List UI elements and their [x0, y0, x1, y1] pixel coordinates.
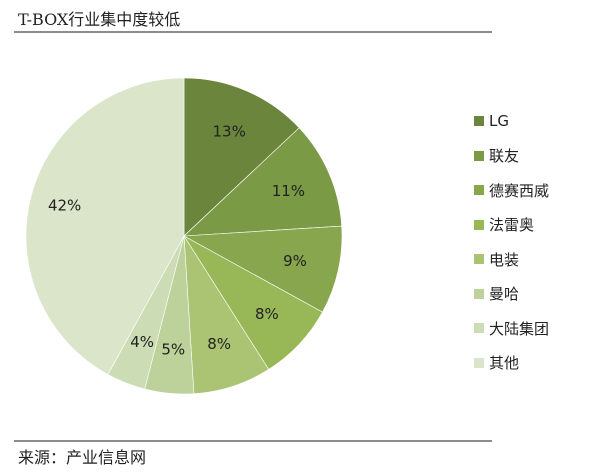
legend-label: 大陆集团	[489, 319, 550, 338]
legend-item: LG	[474, 104, 549, 139]
legend-label: 其他	[489, 354, 520, 373]
legend-label: 曼哈	[489, 285, 520, 304]
legend-item: 联友	[474, 139, 549, 174]
legend: LG 联友德赛西威法雷奥电装曼哈大陆集团其他	[474, 104, 549, 380]
slice-label: 8%	[207, 335, 231, 353]
legend-label: 联友	[489, 147, 520, 166]
legend-label: 法雷奥	[489, 216, 535, 235]
slice-label: 11%	[272, 182, 305, 200]
slice-label: 42%	[48, 196, 81, 214]
legend-item: 德赛西威	[474, 173, 549, 208]
legend-swatch-icon	[474, 150, 484, 161]
slice-label: 13%	[213, 123, 246, 141]
source-divider	[14, 440, 492, 442]
pie-slice	[183, 77, 300, 237]
legend-item: 其他	[474, 346, 549, 381]
chart-title: T-BOX行业集中度较低	[18, 10, 181, 29]
legend-swatch-icon	[474, 323, 484, 334]
pie-slice	[182, 225, 343, 313]
slice-label: 8%	[255, 305, 279, 323]
legend-item: 法雷奥	[474, 208, 549, 243]
legend-swatch-icon	[474, 357, 484, 368]
legend-label: LG	[489, 112, 509, 131]
legend-label: 电装	[489, 250, 520, 269]
pie-slice	[183, 127, 343, 237]
legend-swatch-icon	[474, 185, 484, 196]
source-note: 来源：产业信息网	[18, 448, 147, 467]
legend-swatch-icon	[474, 288, 484, 299]
legend-label: 德赛西威	[489, 181, 550, 200]
pie-slice	[25, 77, 185, 375]
legend-swatch-icon	[474, 254, 484, 265]
slice-label: 4%	[130, 333, 154, 351]
legend-swatch-icon	[474, 219, 484, 230]
slice-label: 9%	[283, 252, 307, 270]
legend-item: 电装	[474, 242, 549, 277]
legend-swatch-icon	[474, 116, 484, 127]
legend-item: 大陆集团	[474, 311, 549, 346]
legend-item: 曼哈	[474, 277, 549, 312]
slice-label: 5%	[161, 340, 185, 358]
title-divider	[14, 31, 492, 33]
